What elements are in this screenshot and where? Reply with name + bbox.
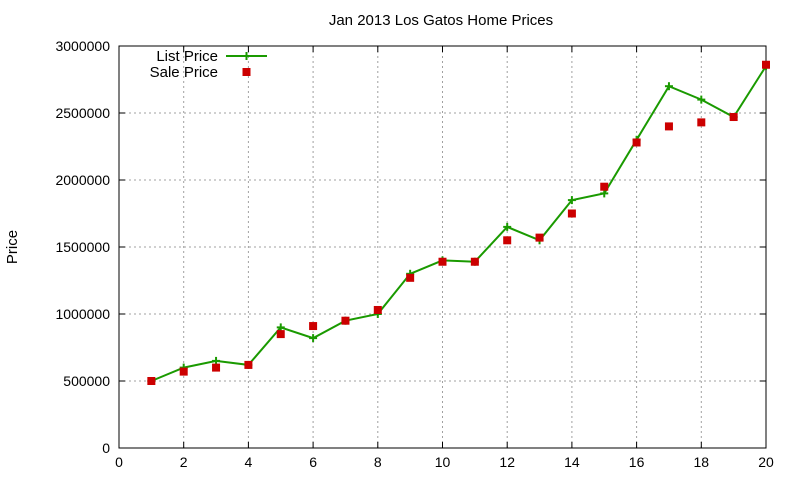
legend-square-sale-price <box>242 68 251 76</box>
x-tick-label: 4 <box>245 454 253 470</box>
x-tick-label: 8 <box>374 454 382 470</box>
legend: List Price Sale Price <box>150 48 267 81</box>
sale-price-point <box>762 60 770 69</box>
sale-price-point <box>179 367 188 376</box>
sale-price-point <box>567 209 576 218</box>
y-tick-label: 500000 <box>63 373 110 389</box>
y-axis-title: Price <box>4 230 21 264</box>
x-tick-label: 10 <box>435 454 451 470</box>
x-tick-label: 0 <box>115 454 123 470</box>
legend-label-list-price: List Price <box>156 48 218 65</box>
x-tick-label: 16 <box>629 454 645 470</box>
list-price-point <box>664 82 673 91</box>
sale-price-point <box>535 233 544 242</box>
x-tick-label: 6 <box>309 454 317 470</box>
sale-price-point <box>503 236 512 245</box>
y-tick-label: 0 <box>102 440 110 456</box>
x-tick-label: 12 <box>499 454 515 470</box>
list-price-point <box>309 334 318 343</box>
x-tick-label: 2 <box>180 454 188 470</box>
list-price-point <box>567 196 576 205</box>
x-tick-label: 18 <box>694 454 710 470</box>
axes: 0 2 4 6 8 10 12 14 16 18 20 0 500000 1000000 1500000 20… <box>55 38 774 470</box>
y-tick-label: 1000000 <box>55 306 110 322</box>
series-line-list-price <box>150 65 767 382</box>
series-layer <box>147 60 770 385</box>
sale-price-point <box>244 360 253 369</box>
list-price-point <box>212 356 221 365</box>
sale-price-point <box>341 316 350 325</box>
sale-price-point <box>470 257 479 266</box>
sale-price-point <box>729 113 738 122</box>
sale-price-point <box>697 118 706 127</box>
sale-price-point <box>632 138 641 147</box>
legend-symbols <box>226 52 267 76</box>
sale-price-point <box>373 305 382 314</box>
x-tick-label: 20 <box>758 454 774 470</box>
sale-price-point <box>438 257 447 266</box>
list-price-point <box>503 222 512 231</box>
sale-price-point <box>276 330 285 339</box>
list-price-point <box>276 323 285 332</box>
sale-price-point <box>309 322 318 331</box>
sale-price-point <box>664 122 673 131</box>
x-tick-label: 14 <box>564 454 580 470</box>
grid <box>119 46 766 448</box>
legend-label-sale-price: Sale Price <box>150 64 218 81</box>
list-price-point <box>600 189 609 198</box>
y-tick-label: 3000000 <box>55 38 110 54</box>
sale-price-point <box>212 363 221 372</box>
y-tick-label: 2000000 <box>55 172 110 188</box>
y-tick-label: 1500000 <box>55 239 110 255</box>
y-tick-label: 2500000 <box>55 105 110 121</box>
sale-price-point <box>406 273 415 282</box>
sale-price-point <box>600 182 609 191</box>
list-price-point <box>697 95 706 104</box>
chart-title: Jan 2013 Los Gatos Home Prices <box>329 12 553 29</box>
sale-price-point <box>147 377 156 385</box>
